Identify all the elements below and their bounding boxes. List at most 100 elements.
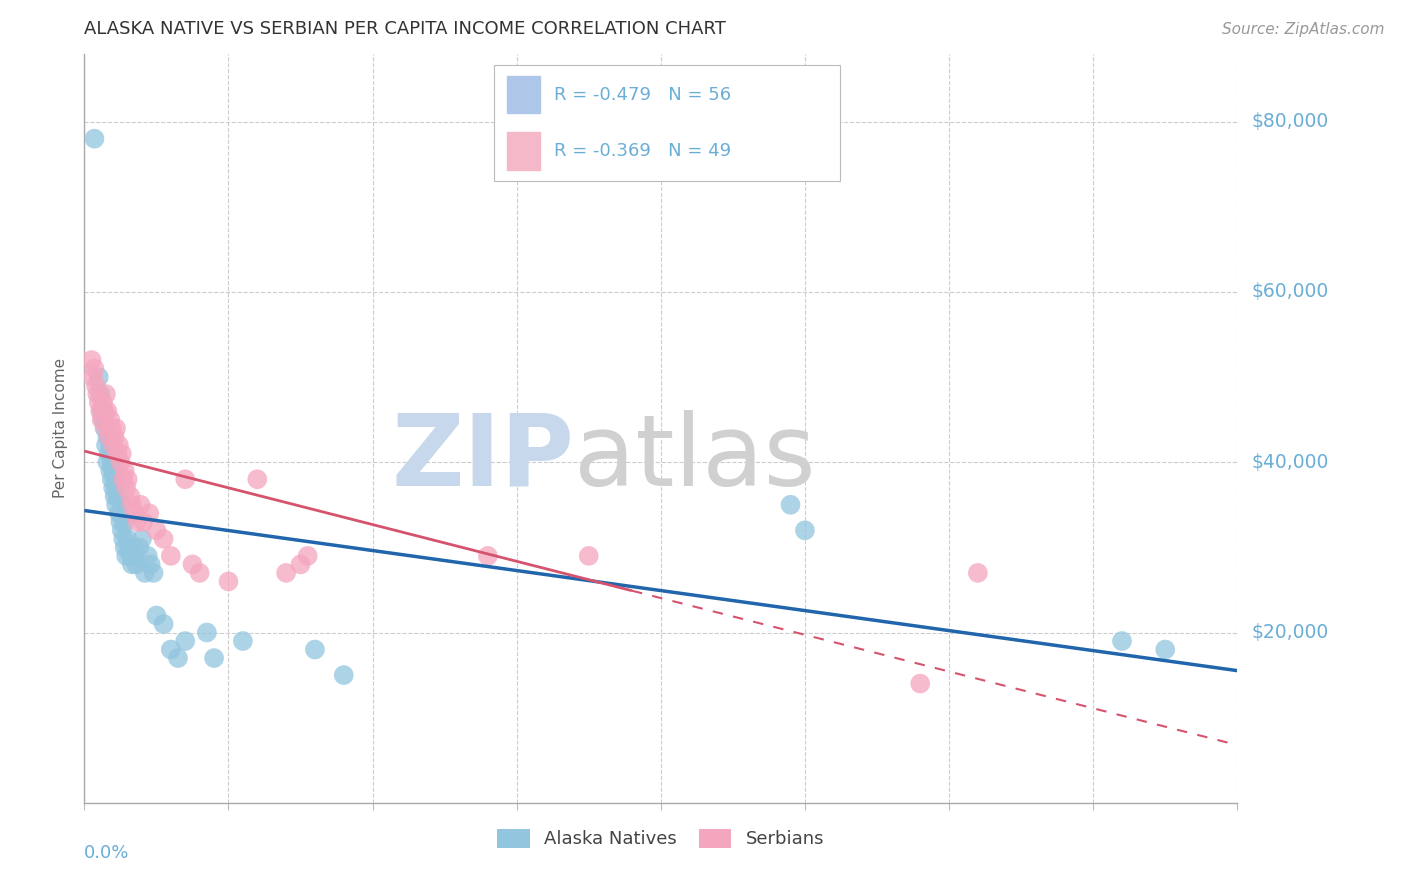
Text: R = -0.369   N = 49: R = -0.369 N = 49 — [554, 142, 731, 160]
Text: ALASKA NATIVE VS SERBIAN PER CAPITA INCOME CORRELATION CHART: ALASKA NATIVE VS SERBIAN PER CAPITA INCO… — [84, 21, 727, 38]
Point — [104, 472, 127, 486]
Point — [218, 574, 240, 589]
Point — [110, 455, 132, 469]
Text: $40,000: $40,000 — [1251, 453, 1329, 472]
Point — [89, 404, 111, 418]
Point — [97, 447, 120, 461]
Point — [152, 617, 174, 632]
Point — [105, 481, 128, 495]
Y-axis label: Per Capita Income: Per Capita Income — [53, 358, 69, 499]
Point — [174, 472, 197, 486]
Point — [139, 558, 162, 572]
Point — [98, 464, 121, 478]
Point — [110, 515, 132, 529]
Point — [160, 642, 183, 657]
Point — [181, 558, 204, 572]
Point — [104, 489, 127, 503]
Point — [112, 532, 135, 546]
Point — [96, 455, 118, 469]
Point — [83, 361, 105, 376]
Point — [83, 131, 105, 145]
Point — [232, 634, 254, 648]
Point — [125, 558, 148, 572]
Point — [103, 438, 124, 452]
Point — [98, 412, 121, 426]
Point — [127, 515, 149, 529]
Point — [290, 558, 312, 572]
Text: 0.0%: 0.0% — [84, 844, 129, 862]
Point — [112, 472, 135, 486]
Point — [188, 566, 211, 580]
Point — [121, 498, 143, 512]
Point — [129, 498, 152, 512]
Point — [145, 524, 167, 538]
Text: atlas: atlas — [575, 409, 815, 507]
Point — [124, 506, 146, 520]
Point — [174, 634, 197, 648]
Point — [97, 430, 120, 444]
Point — [94, 387, 117, 401]
Point — [98, 438, 121, 452]
Point — [120, 489, 142, 503]
Point — [87, 395, 110, 409]
Point — [80, 353, 103, 368]
Point — [108, 438, 131, 452]
Point — [276, 566, 298, 580]
Point — [103, 464, 124, 478]
Point — [93, 421, 115, 435]
Point — [111, 524, 134, 538]
Point — [333, 668, 356, 682]
Point — [94, 421, 117, 435]
Text: $80,000: $80,000 — [1251, 112, 1329, 131]
Point — [138, 506, 160, 520]
Point — [87, 370, 110, 384]
Point — [91, 395, 114, 409]
Point — [114, 464, 136, 478]
Point — [134, 566, 156, 580]
Point — [114, 515, 136, 529]
Point — [104, 430, 127, 444]
Point — [89, 387, 111, 401]
Point — [114, 541, 136, 555]
Point — [124, 549, 146, 563]
Point — [93, 404, 115, 418]
Point — [167, 651, 190, 665]
Point — [131, 532, 153, 546]
Point — [297, 549, 319, 563]
Point — [145, 608, 167, 623]
Point — [477, 549, 499, 563]
Text: Source: ZipAtlas.com: Source: ZipAtlas.com — [1222, 22, 1385, 37]
Point — [91, 412, 114, 426]
Point — [202, 651, 225, 665]
Point — [90, 412, 112, 426]
Point — [117, 532, 139, 546]
Point — [142, 566, 165, 580]
Text: ZIP: ZIP — [391, 409, 575, 507]
Point — [967, 566, 990, 580]
Bar — [508, 76, 540, 113]
Point — [152, 532, 174, 546]
Point — [122, 541, 145, 555]
Point — [96, 430, 118, 444]
Point — [96, 404, 118, 418]
Point — [105, 498, 128, 512]
Point — [1154, 642, 1177, 657]
Point — [304, 642, 326, 657]
Point — [100, 421, 122, 435]
Text: $20,000: $20,000 — [1251, 623, 1329, 642]
Point — [108, 506, 131, 520]
Point — [115, 549, 138, 563]
Point — [128, 541, 150, 555]
Text: $60,000: $60,000 — [1251, 283, 1329, 301]
Point — [94, 438, 117, 452]
Point — [246, 472, 269, 486]
Point — [115, 481, 138, 495]
Point — [117, 472, 139, 486]
Point — [1111, 634, 1133, 648]
Point — [100, 455, 122, 469]
Point — [111, 498, 134, 512]
Point — [105, 421, 128, 435]
Point — [779, 498, 801, 512]
Point — [103, 481, 124, 495]
Point — [100, 472, 122, 486]
